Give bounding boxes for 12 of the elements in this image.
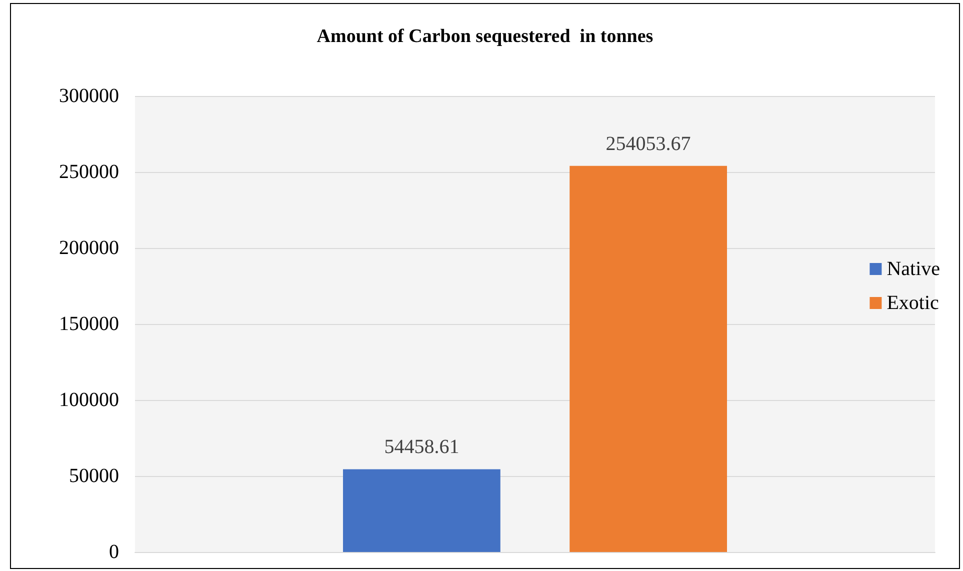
chart-title: Amount of Carbon sequestered in tonnes [316,26,654,47]
y-tick-label: 250000 [59,161,119,183]
y-tick-label: 100000 [59,389,119,411]
y-tick-label: 0 [109,541,119,563]
y-tick-label: 200000 [59,237,119,259]
y-tick-label: 300000 [59,85,119,107]
data-label: 254053.67 [606,132,691,155]
legend-label: Native [886,258,940,280]
y-tick-label: 50000 [69,465,119,487]
y-tick-label: 150000 [59,313,119,335]
legend-label: Exotic [886,292,940,314]
data-label: 54458.61 [384,436,460,458]
